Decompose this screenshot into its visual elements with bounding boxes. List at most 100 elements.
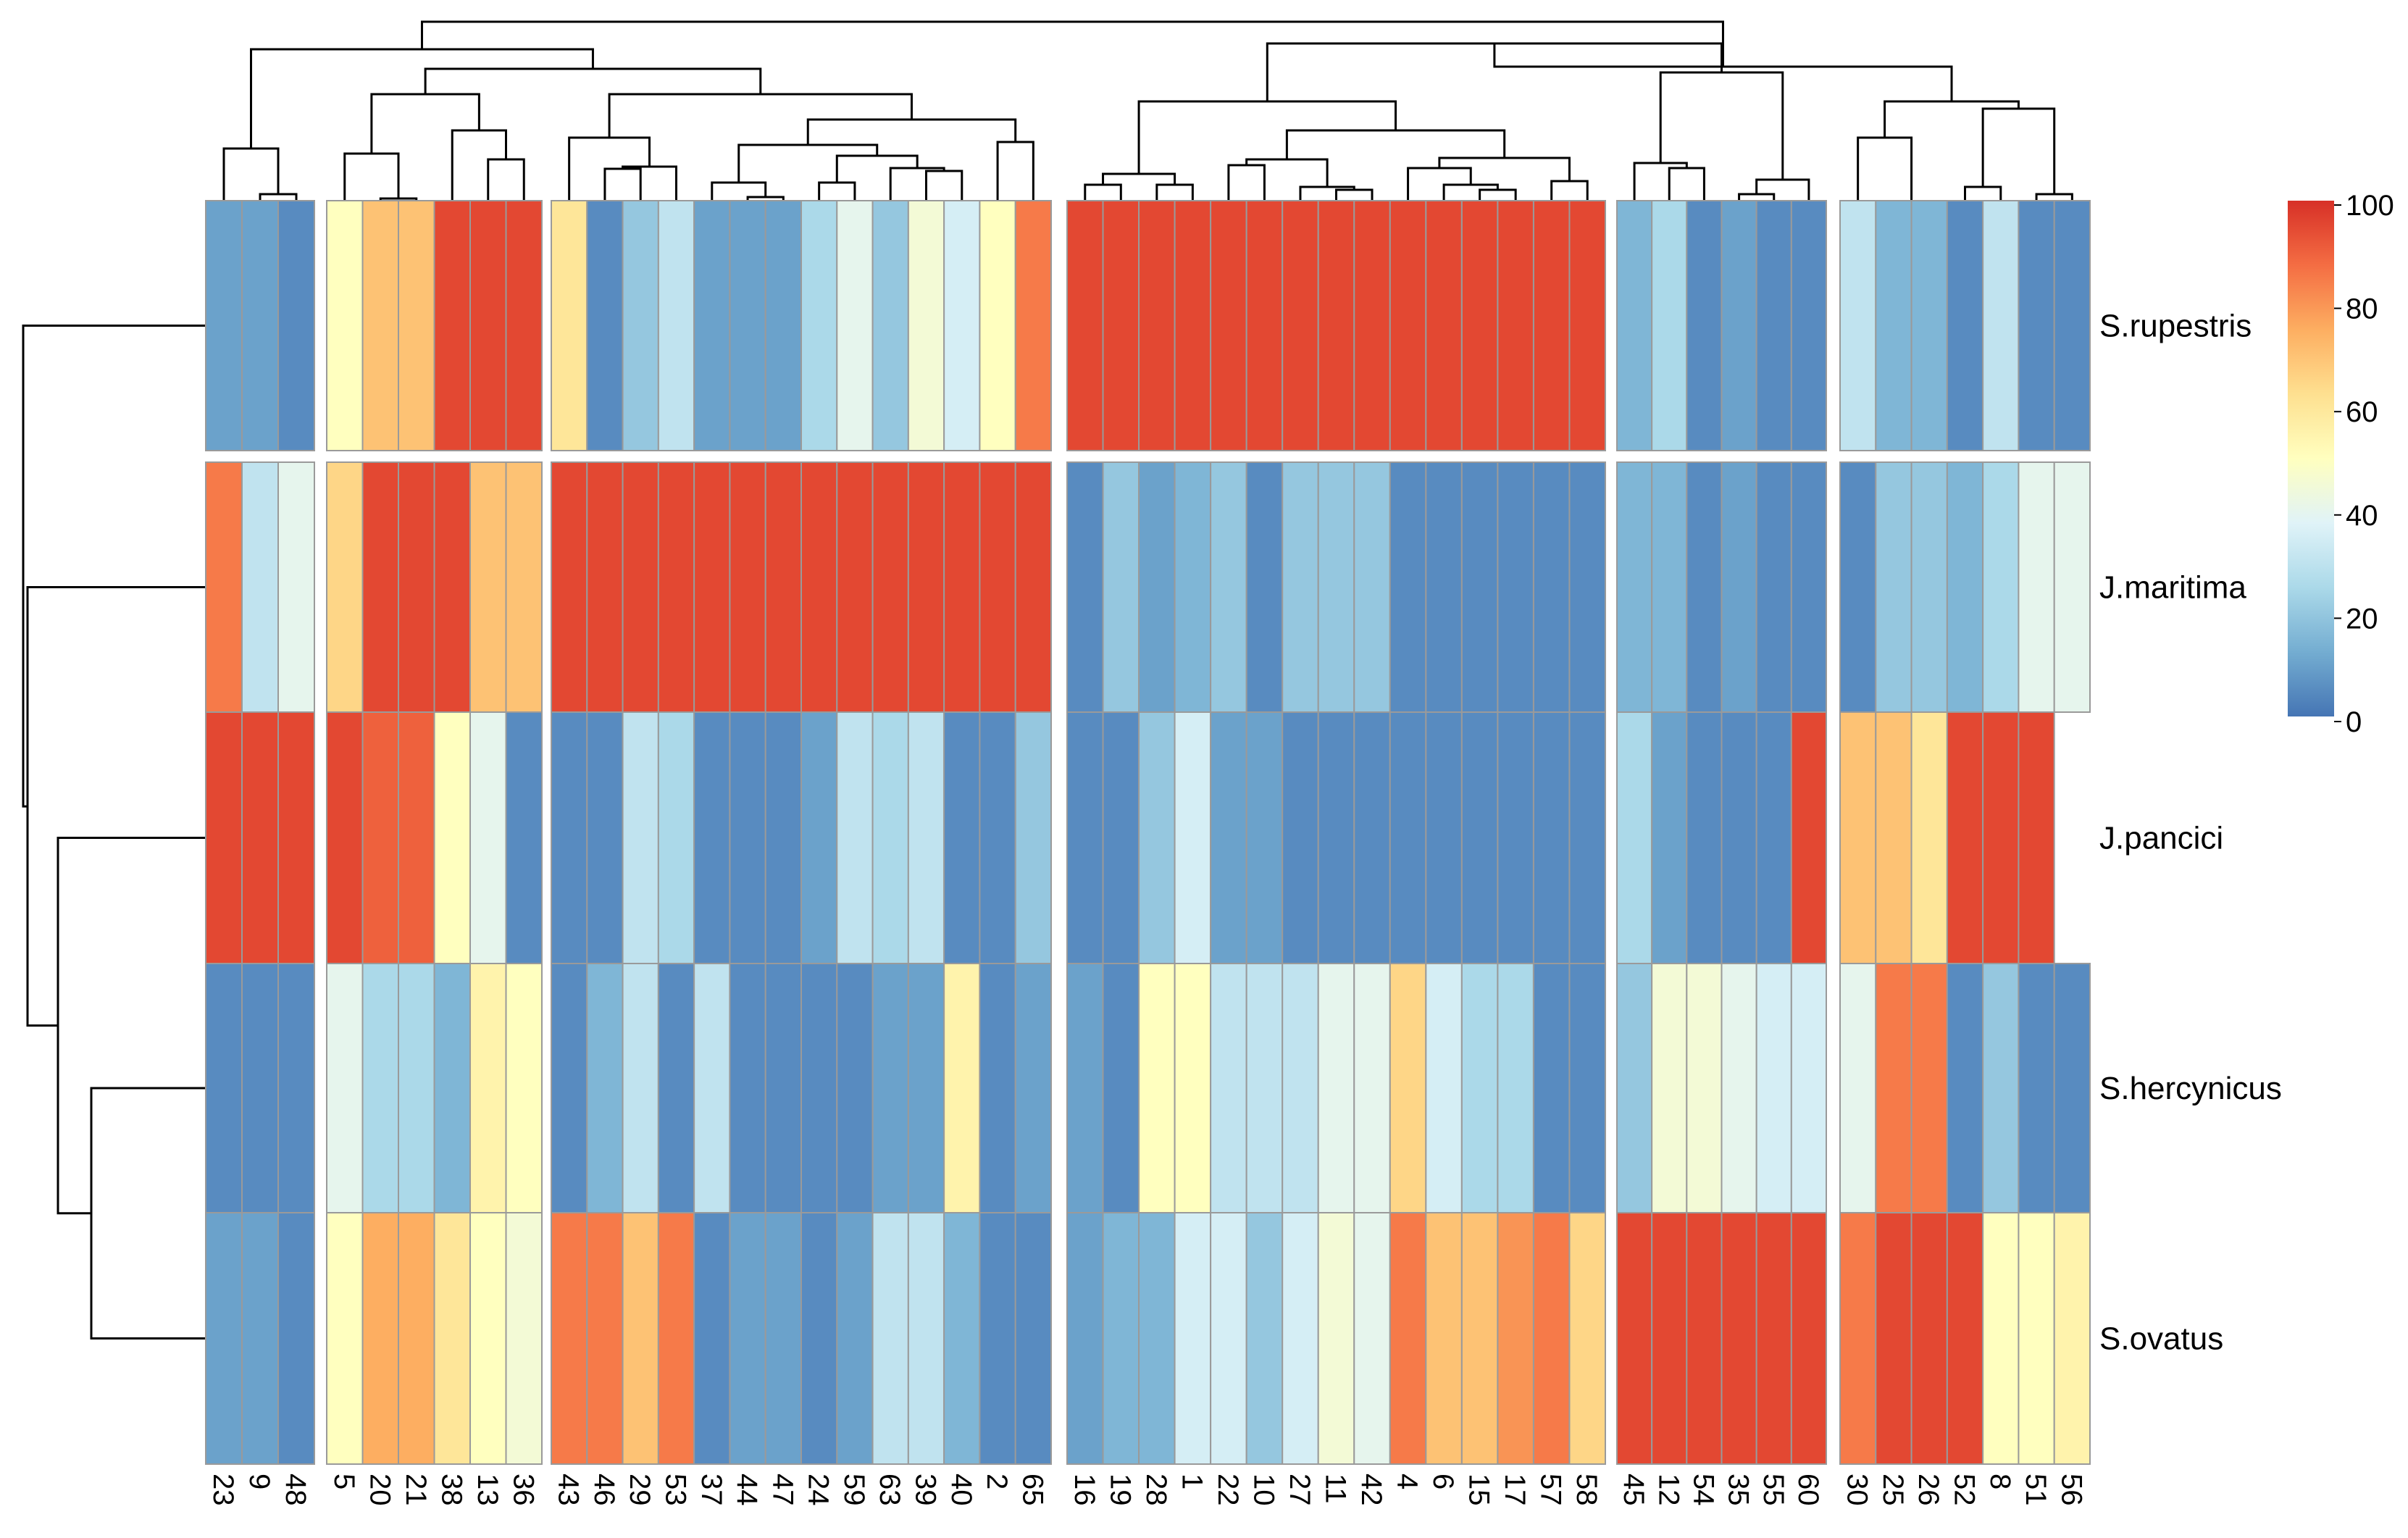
column-label: 56 — [2055, 1474, 2087, 1506]
column-label: 47 — [766, 1474, 798, 1506]
heatmap-cell — [1138, 711, 1176, 964]
column-label: 4 — [1392, 1474, 1424, 1489]
heatmap-cell — [1497, 1212, 1534, 1465]
dendrogram-link — [1981, 107, 2056, 194]
heatmap-cell — [979, 963, 1016, 1213]
heatmap-cell — [657, 200, 695, 451]
heatmap-cell — [1066, 963, 1104, 1213]
heatmap-cell — [361, 711, 399, 964]
column-label: 44 — [731, 1474, 763, 1506]
column-label: 45 — [1618, 1474, 1650, 1506]
dendrogram-link — [250, 48, 594, 149]
heatmap-cells — [205, 200, 2091, 1465]
dendrogram-link — [1884, 100, 2020, 138]
dendrogram-link — [420, 20, 1724, 67]
heatmap-cell — [2053, 200, 2091, 451]
heatmap-cell — [1174, 963, 1212, 1213]
heatmap-cell — [943, 461, 981, 713]
heatmap-cell — [1353, 461, 1391, 713]
heatmap-cell — [943, 200, 981, 451]
heatmap-cell — [326, 1212, 364, 1465]
heatmap-cell — [1568, 1212, 1606, 1465]
heatmap-cell — [1568, 711, 1606, 964]
heatmap-cell — [1568, 963, 1606, 1213]
column-label: 58 — [1571, 1474, 1602, 1506]
heatmap-cell — [1317, 963, 1355, 1213]
heatmap-cell — [2018, 461, 2055, 713]
heatmap-cell — [1460, 461, 1499, 713]
heatmap-cell — [1245, 200, 1284, 451]
heatmap-cell — [1721, 200, 1757, 451]
heatmap-cell — [1910, 963, 1948, 1213]
heatmap-cell — [1014, 1212, 1052, 1465]
heatmap-cell — [1014, 461, 1052, 713]
column-dendrogram — [222, 20, 2073, 203]
column-label: 35 — [1723, 1474, 1755, 1506]
heatmap-cell — [1875, 1212, 1912, 1465]
heatmap-cell — [1066, 1212, 1104, 1465]
row-label: S.ovatus — [2099, 1321, 2223, 1357]
heatmap-cell — [1982, 461, 2020, 713]
heatmap-cell — [205, 963, 243, 1213]
heatmap-cell — [764, 200, 802, 451]
heatmap-cell — [1102, 1212, 1140, 1465]
heatmap-cell — [433, 461, 471, 713]
heatmap-cell — [871, 461, 909, 713]
heatmap-cell — [693, 200, 731, 451]
heatmap-cell — [1651, 1212, 1688, 1465]
heatmap-cell — [800, 461, 838, 713]
heatmap-cell — [622, 711, 659, 964]
heatmap-cell — [2018, 1212, 2055, 1465]
heatmap-cell — [505, 1212, 543, 1465]
heatmap-cell — [277, 200, 315, 451]
column-label: 13 — [472, 1474, 503, 1506]
heatmap-cell — [764, 461, 802, 713]
heatmap-cell — [277, 461, 315, 713]
legend-tick-label: 20 — [2346, 603, 2378, 635]
heatmap-cell — [1014, 963, 1052, 1213]
heatmap-cell — [1532, 200, 1571, 451]
heatmap-cell — [1616, 963, 1653, 1213]
heatmap-cell — [1790, 461, 1828, 713]
heatmap-cell — [729, 963, 766, 1213]
heatmap-cell — [1875, 461, 1912, 713]
heatmap-cell — [1102, 963, 1140, 1213]
heatmap-cell — [657, 711, 695, 964]
heatmap-cell — [1839, 200, 1877, 451]
heatmap-cell — [1210, 711, 1247, 964]
heatmap-cell — [1460, 1212, 1499, 1465]
dendrogram-link — [889, 167, 945, 201]
dendrogram-link — [451, 129, 507, 201]
heatmap-cell — [764, 711, 802, 964]
heatmap-cell — [326, 963, 364, 1213]
heatmap-cell — [1245, 1212, 1284, 1465]
heatmap-cell — [1389, 1212, 1427, 1465]
heatmap-cell — [1282, 1212, 1319, 1465]
heatmap-cell — [693, 461, 731, 713]
heatmap-cell — [1946, 200, 1984, 451]
heatmap-cell — [1946, 1212, 1984, 1465]
dendrogram-link — [603, 167, 642, 201]
heatmap-cell — [622, 963, 659, 1213]
heatmap-cell — [693, 963, 731, 1213]
heatmap-cell — [551, 1212, 588, 1465]
heatmap-cell — [1282, 200, 1319, 451]
heatmap-cell — [1532, 711, 1571, 964]
heatmap-cell — [277, 1212, 315, 1465]
column-label: 24 — [803, 1474, 835, 1506]
heatmap-cell — [871, 711, 909, 964]
heatmap-cell — [2018, 711, 2055, 964]
heatmap-cell — [326, 711, 364, 964]
row-label: S.hercynicus — [2099, 1071, 2282, 1106]
heatmap-cell — [1946, 963, 1984, 1213]
heatmap-cell — [2018, 200, 2055, 451]
heatmap-cell — [1721, 1212, 1757, 1465]
heatmap-cell — [1102, 200, 1140, 451]
dendrogram-link — [1137, 100, 1397, 174]
column-label: 12 — [1652, 1474, 1684, 1506]
heatmap-cell — [1497, 461, 1534, 713]
column-label: 42 — [1355, 1474, 1387, 1506]
heatmap-cell — [469, 963, 507, 1213]
heatmap-cell — [205, 200, 243, 451]
heatmap-cell — [1982, 1212, 2020, 1465]
